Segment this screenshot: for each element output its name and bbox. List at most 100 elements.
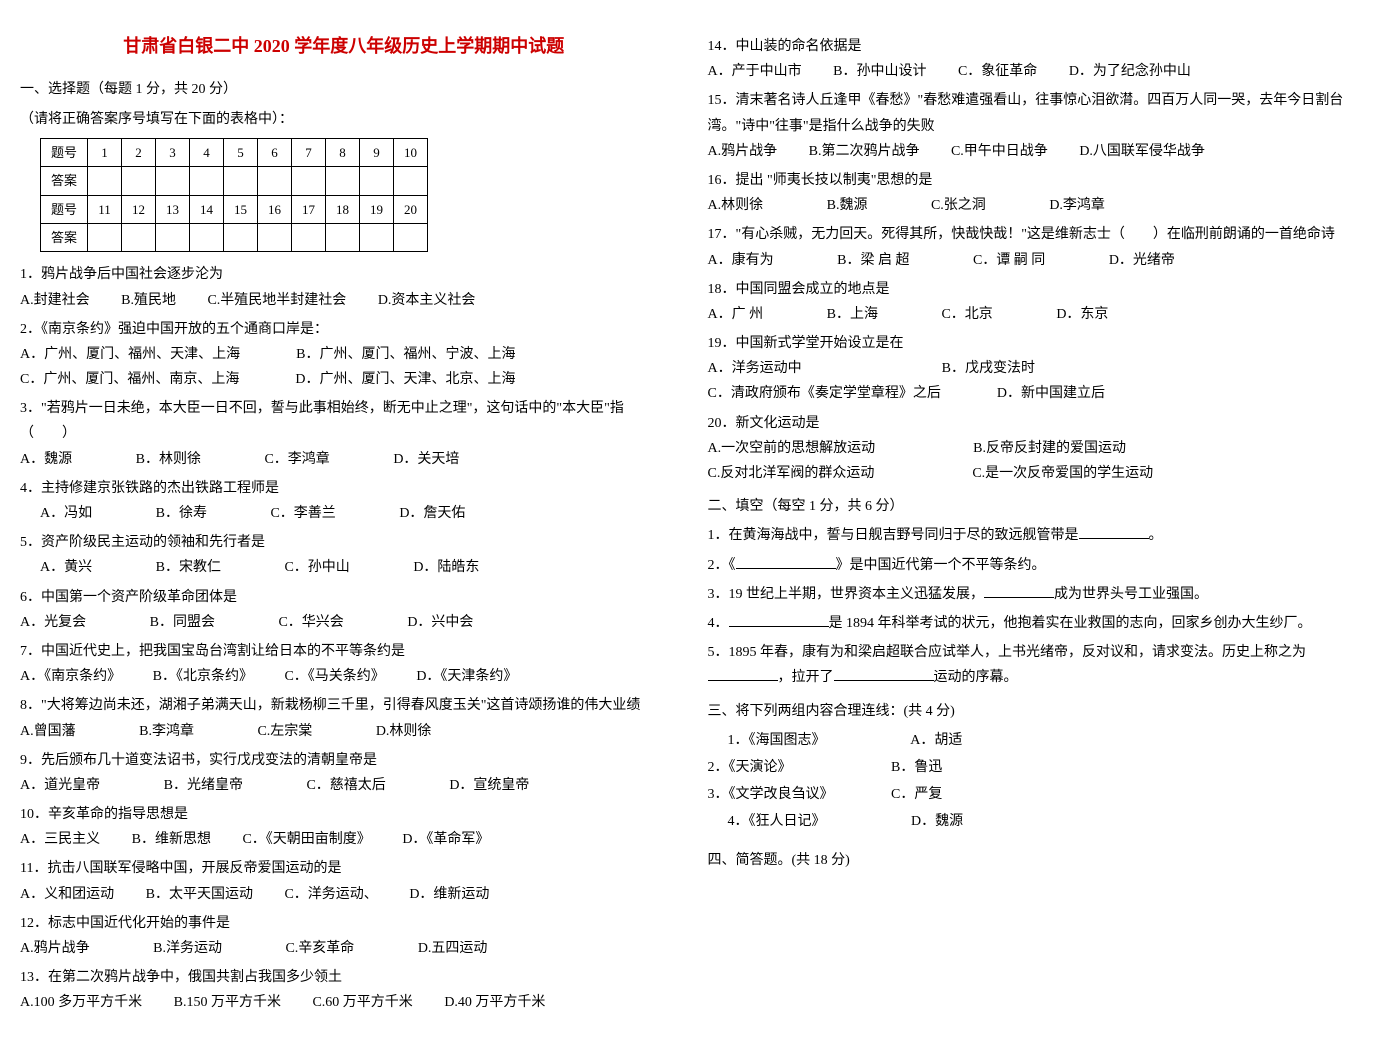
q19: 19．中国新式学堂开始设立是在 A．洋务运动中 B．戊戌变法时 C．清政府颁布《… (708, 331, 1356, 407)
match3: 3．《文学改良刍议》 C．严复 (708, 782, 1356, 807)
f4-b: 是 1894 年科举考试的状元，他抱着实在业救国的志向，回家乡创办大生纱厂。 (829, 616, 1312, 631)
match2: 2．《天演论》 B．鲁迅 (708, 755, 1356, 780)
section1-note: （请将正确答案序号填写在下面的表格中）： (20, 107, 668, 132)
grid-cell-empty (360, 167, 394, 195)
q1-text: 1．鸦片战争后中国社会逐步沦为 (20, 262, 668, 287)
q2-opt-d: D．广州、厦门、天津、北京、上海 (295, 372, 515, 387)
q12-opt-a: A.鸦片战争 (20, 936, 90, 961)
page-title: 甘肃省白银二中 2020 学年度八年级历史上学期期中试题 (20, 30, 668, 62)
q14-opt-d: D．为了纪念孙中山 (1069, 59, 1191, 84)
fill4: 4． 是 1894 年科举考试的状元，他抱着实在业救国的志向，回家乡创办大生纱厂。 (708, 611, 1356, 636)
q2-opt-a: A．广州、厦门、福州、天津、上海 (20, 347, 240, 362)
q14-text: 14．中山装的命名依据是 (708, 34, 1356, 59)
m4-l: 4．《狂人日记》 (728, 809, 908, 834)
q15-text: 15．清末著名诗人丘逢甲《春愁》"春愁难遣强看山，往事惊心泪欲潸。四百万人同一哭… (708, 88, 1356, 138)
grid-cell-empty (88, 167, 122, 195)
f5-blank1 (708, 667, 778, 681)
q13-opt-b: B.150 万平方千米 (174, 990, 281, 1015)
q3-opt-b: B．林则徐 (136, 447, 201, 472)
grid-cell: 11 (88, 195, 122, 223)
q6-opt-c: C．华兴会 (278, 610, 343, 635)
grid-cell: 19 (360, 195, 394, 223)
grid-cell: 3 (156, 138, 190, 166)
q16-text: 16．提出 "师夷长技以制夷"思想的是 (708, 168, 1356, 193)
grid-cell: 15 (224, 195, 258, 223)
grid-row1-label: 题号 (41, 138, 88, 166)
q19-opt-d: D．新中国建立后 (997, 386, 1105, 401)
q4: 4．主持修建京张铁路的杰出铁路工程师是 A．冯如 B．徐寿 C．李善兰 D．詹天… (20, 476, 668, 526)
q12-opt-d: D.五四运动 (418, 936, 488, 961)
grid-cell-empty (190, 223, 224, 251)
f1-b: 。 (1149, 528, 1163, 543)
section3-header: 三、将下列两组内容合理连线：(共 4 分) (708, 699, 1356, 724)
q6-opt-d: D．兴中会 (407, 610, 473, 635)
q17: 17．"有心杀贼，无力回天。死得其所，快哉快哉！"这是维新志士（ ）在临刑前朗诵… (708, 222, 1356, 272)
fill5: 5．1895 年春，康有为和梁启超联合应试举人，上书光绪帝，反对议和，请求变法。… (708, 640, 1356, 690)
grid-cell-empty (360, 223, 394, 251)
q19-opt-a: A．洋务运动中 (708, 361, 802, 376)
grid-cell: 1 (88, 138, 122, 166)
f4-a: 4． (708, 616, 729, 631)
grid-cell: 7 (292, 138, 326, 166)
q13-opt-c: C.60 万平方千米 (312, 990, 412, 1015)
q16-opt-a: A.林则徐 (708, 193, 764, 218)
grid-cell: 13 (156, 195, 190, 223)
q11-opt-d: D．维新运动 (409, 882, 489, 907)
grid-cell: 2 (122, 138, 156, 166)
q5-opt-d: D．陆皓东 (413, 555, 479, 580)
q11-opt-a: A．义和团运动 (20, 882, 114, 907)
grid-cell-empty (394, 223, 428, 251)
grid-cell: 12 (122, 195, 156, 223)
section1-header: 一、选择题（每题 1 分，共 20 分） (20, 77, 668, 102)
q14: 14．中山装的命名依据是 A．产于中山市 B．孙中山设计 C．象征革命 D．为了… (708, 34, 1356, 84)
q12-text: 12．标志中国近代化开始的事件是 (20, 911, 668, 936)
grid-cell: 5 (224, 138, 258, 166)
q10-opt-d: D．《革命军》 (402, 827, 489, 852)
q14-opt-b: B．孙中山设计 (833, 59, 926, 84)
q15-opt-c: C.甲午中日战争 (951, 139, 1048, 164)
grid-cell-empty (394, 167, 428, 195)
q8-opt-d: D.林则徐 (376, 719, 432, 744)
q3-opt-a: A．魏源 (20, 447, 72, 472)
q6: 6．中国第一个资产阶级革命团体是 A．光复会 B．同盟会 C．华兴会 D．兴中会 (20, 585, 668, 635)
q5-opt-b: B．宋教仁 (156, 555, 221, 580)
f5-blank2 (834, 667, 934, 681)
q2-text: 2．《南京条约》强迫中国开放的五个通商口岸是： (20, 317, 668, 342)
q7-opt-a: A．《南京条约》 (20, 664, 121, 689)
q8-opt-c: C.左宗棠 (257, 719, 312, 744)
q19-opt-c: C．清政府颁布《奏定学堂章程》之后 (708, 386, 941, 401)
q5: 5．资产阶级民主运动的领袖和先行者是 A．黄兴 B．宋教仁 C．孙中山 D．陆皓… (20, 530, 668, 580)
q12: 12．标志中国近代化开始的事件是 A.鸦片战争 B.洋务运动 C.辛亥革命 D.… (20, 911, 668, 961)
f4-blank (729, 613, 829, 627)
grid-cell-empty (224, 223, 258, 251)
m1-l: 1．《海国图志》 (728, 728, 908, 753)
f2-a: 2．《 (708, 558, 736, 573)
grid-cell: 17 (292, 195, 326, 223)
q17-text: 17．"有心杀贼，无力回天。死得其所，快哉快哉！"这是维新志士（ ）在临刑前朗诵… (708, 222, 1356, 247)
f5-c: 运动的序幕。 (934, 670, 1018, 685)
q18-opt-b: B．上海 (827, 302, 878, 327)
q9-opt-b: B．光绪皇帝 (164, 773, 243, 798)
q5-opt-a: A．黄兴 (40, 555, 92, 580)
q17-opt-a: A．康有为 (708, 248, 774, 273)
q18-opt-c: C．北京 (941, 302, 992, 327)
answer-grid: 题号 1 2 3 4 5 6 7 8 9 10 答案 题号 11 12 13 1… (40, 138, 428, 253)
q6-text: 6．中国第一个资产阶级革命团体是 (20, 585, 668, 610)
q1-opt-b: B.殖民地 (121, 288, 176, 313)
grid-cell-empty (326, 167, 360, 195)
q20-opt-c: C.反对北洋军阀的群众运动 (708, 466, 875, 481)
q20: 20．新文化运动是 A.一次空前的思想解放运动 B.反帝反封建的爱国运动 C.反… (708, 411, 1356, 487)
q9-opt-c: C．慈禧太后 (306, 773, 385, 798)
q18-text: 18．中国同盟会成立的地点是 (708, 277, 1356, 302)
q12-opt-c: C.辛亥革命 (285, 936, 354, 961)
q11: 11．抗击八国联军侵略中国，开展反帝爱国运动的是 A．义和团运动 B．太平天国运… (20, 856, 668, 906)
m3-l: 3．《文学改良刍议》 (708, 782, 888, 807)
grid-cell: 4 (190, 138, 224, 166)
grid-cell: 16 (258, 195, 292, 223)
q16: 16．提出 "师夷长技以制夷"思想的是 A.林则徐 B.魏源 C.张之洞 D.李… (708, 168, 1356, 218)
q8: 8．"大将筹边尚未还，湖湘子弟满天山，新栽杨柳三千里，引得春风度玉关"这首诗颂扬… (20, 693, 668, 743)
q7-opt-b: B．《北京条约》 (153, 664, 253, 689)
q4-text: 4．主持修建京张铁路的杰出铁路工程师是 (20, 476, 668, 501)
q5-text: 5．资产阶级民主运动的领袖和先行者是 (20, 530, 668, 555)
f5-b: ，拉开了 (778, 670, 834, 685)
